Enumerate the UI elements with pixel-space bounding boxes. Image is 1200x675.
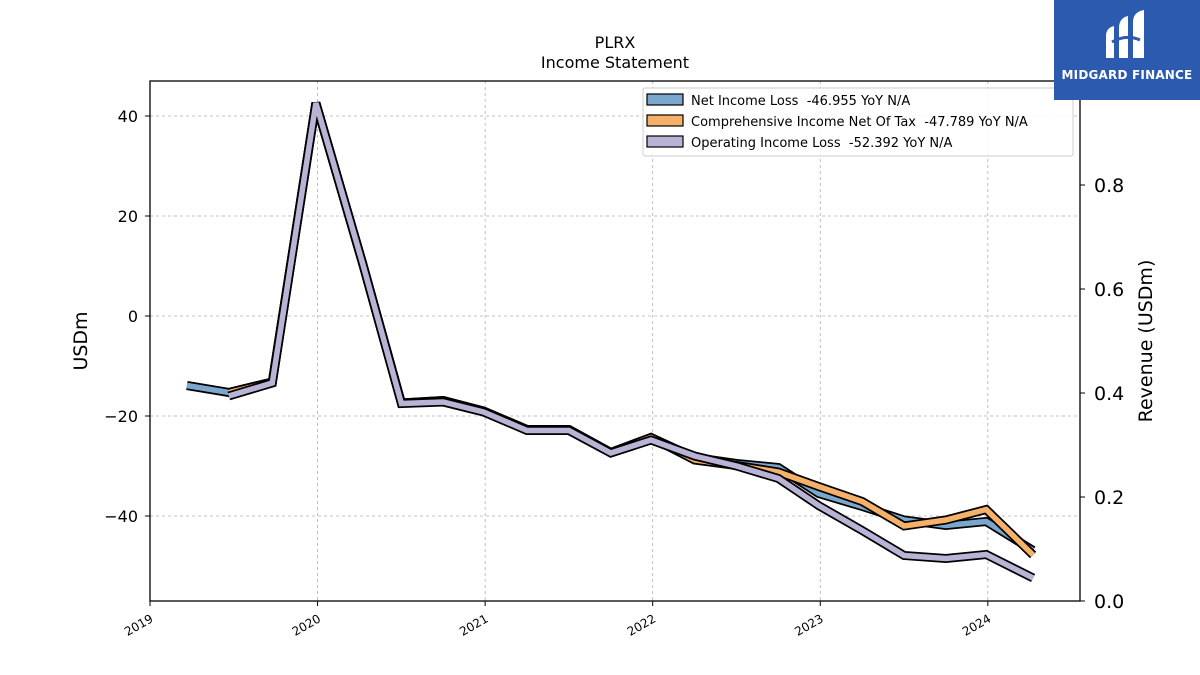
y-axis-right: 0.8 0.6 0.4 0.2 0.0 — [1080, 175, 1124, 613]
legend-label: Comprehensive Income Net Of Tax -47.789 … — [691, 115, 1028, 130]
series-layer — [186, 101, 1037, 583]
legend-box — [642, 87, 1074, 157]
legend: Net Income Loss -46.955 YoY N/A Comprehen… — [642, 87, 1074, 157]
series-outline — [227, 101, 1036, 583]
legend-label: Operating Income Loss -52.392 YoY N/A — [691, 136, 953, 151]
y-tick-label: 0 — [128, 307, 138, 326]
x-tick-label: 2021 — [457, 611, 490, 638]
logo-mark-icon — [1106, 10, 1144, 58]
y-tick-label-right: 0.0 — [1094, 591, 1124, 613]
series-line — [228, 102, 1035, 581]
x-tick-label: 2022 — [625, 611, 658, 638]
y-tick-label-right: 0.2 — [1094, 487, 1124, 509]
legend-swatch — [646, 135, 684, 148]
series-line — [186, 102, 1035, 553]
series-outline — [186, 101, 1036, 555]
plot-frame — [149, 80, 1081, 602]
grid — [150, 81, 1080, 601]
chart-subtitle: Income Statement — [541, 53, 689, 72]
x-tick-label: 2020 — [290, 611, 323, 638]
midgard-finance-logo: MIDGARD FINANCE — [1054, 0, 1200, 100]
series-outline — [227, 101, 1037, 559]
y-tick-label-right: 0.8 — [1094, 175, 1124, 197]
logo-text: MIDGARD FINANCE — [1061, 68, 1193, 82]
y-tick-label: −20 — [104, 407, 138, 426]
y-axis-label-right: Revenue (USDm) — [1135, 260, 1157, 423]
series-line — [228, 102, 1036, 557]
x-tick-label: 2024 — [960, 611, 993, 638]
legend-swatch — [646, 114, 684, 127]
y-tick-label-right: 0.4 — [1094, 383, 1124, 405]
legend-swatch — [646, 93, 684, 106]
y-tick-label: −40 — [104, 507, 138, 526]
y-tick-label: 40 — [118, 107, 138, 126]
y-axis-left: 40 20 0 −20 −40 — [104, 107, 150, 526]
legend-label: Net Income Loss -46.955 YoY N/A — [691, 94, 910, 109]
y-tick-label: 20 — [118, 207, 138, 226]
x-tick-label: 2023 — [792, 611, 825, 638]
y-axis-label: USDm — [70, 311, 92, 370]
y-tick-label-right: 0.6 — [1094, 279, 1124, 301]
x-tick-label: 2019 — [122, 611, 155, 638]
chart-title: PLRX — [595, 33, 636, 52]
x-axis: 2019 2020 2021 2022 2023 2024 — [122, 601, 993, 639]
